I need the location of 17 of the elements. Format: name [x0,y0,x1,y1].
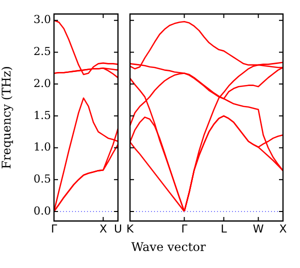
y-tick-label: 3.0 [34,13,51,26]
y-tick-label: 1.0 [34,140,51,154]
x-tick-label: W [252,222,264,236]
x-tick-label: Γ [50,222,58,236]
y-tick-label: 2.5 [34,45,51,58]
y-tick-label: 2.0 [34,76,51,90]
x-tick-label: U [114,222,122,236]
y-tick-label: 0.5 [34,172,51,186]
y-tick-label: 1.5 [34,108,51,122]
x-tick-label: X [279,222,288,236]
x-axis-title: Wave vector [130,240,207,254]
x-tick-label: X [99,222,108,236]
x-tick-label: L [220,222,228,236]
y-tick-label: 0.0 [34,204,51,218]
y-axis-title: Frequency (THz) [0,66,14,169]
x-tick-label: K [126,222,134,236]
x-tick-label: Γ [181,222,188,236]
